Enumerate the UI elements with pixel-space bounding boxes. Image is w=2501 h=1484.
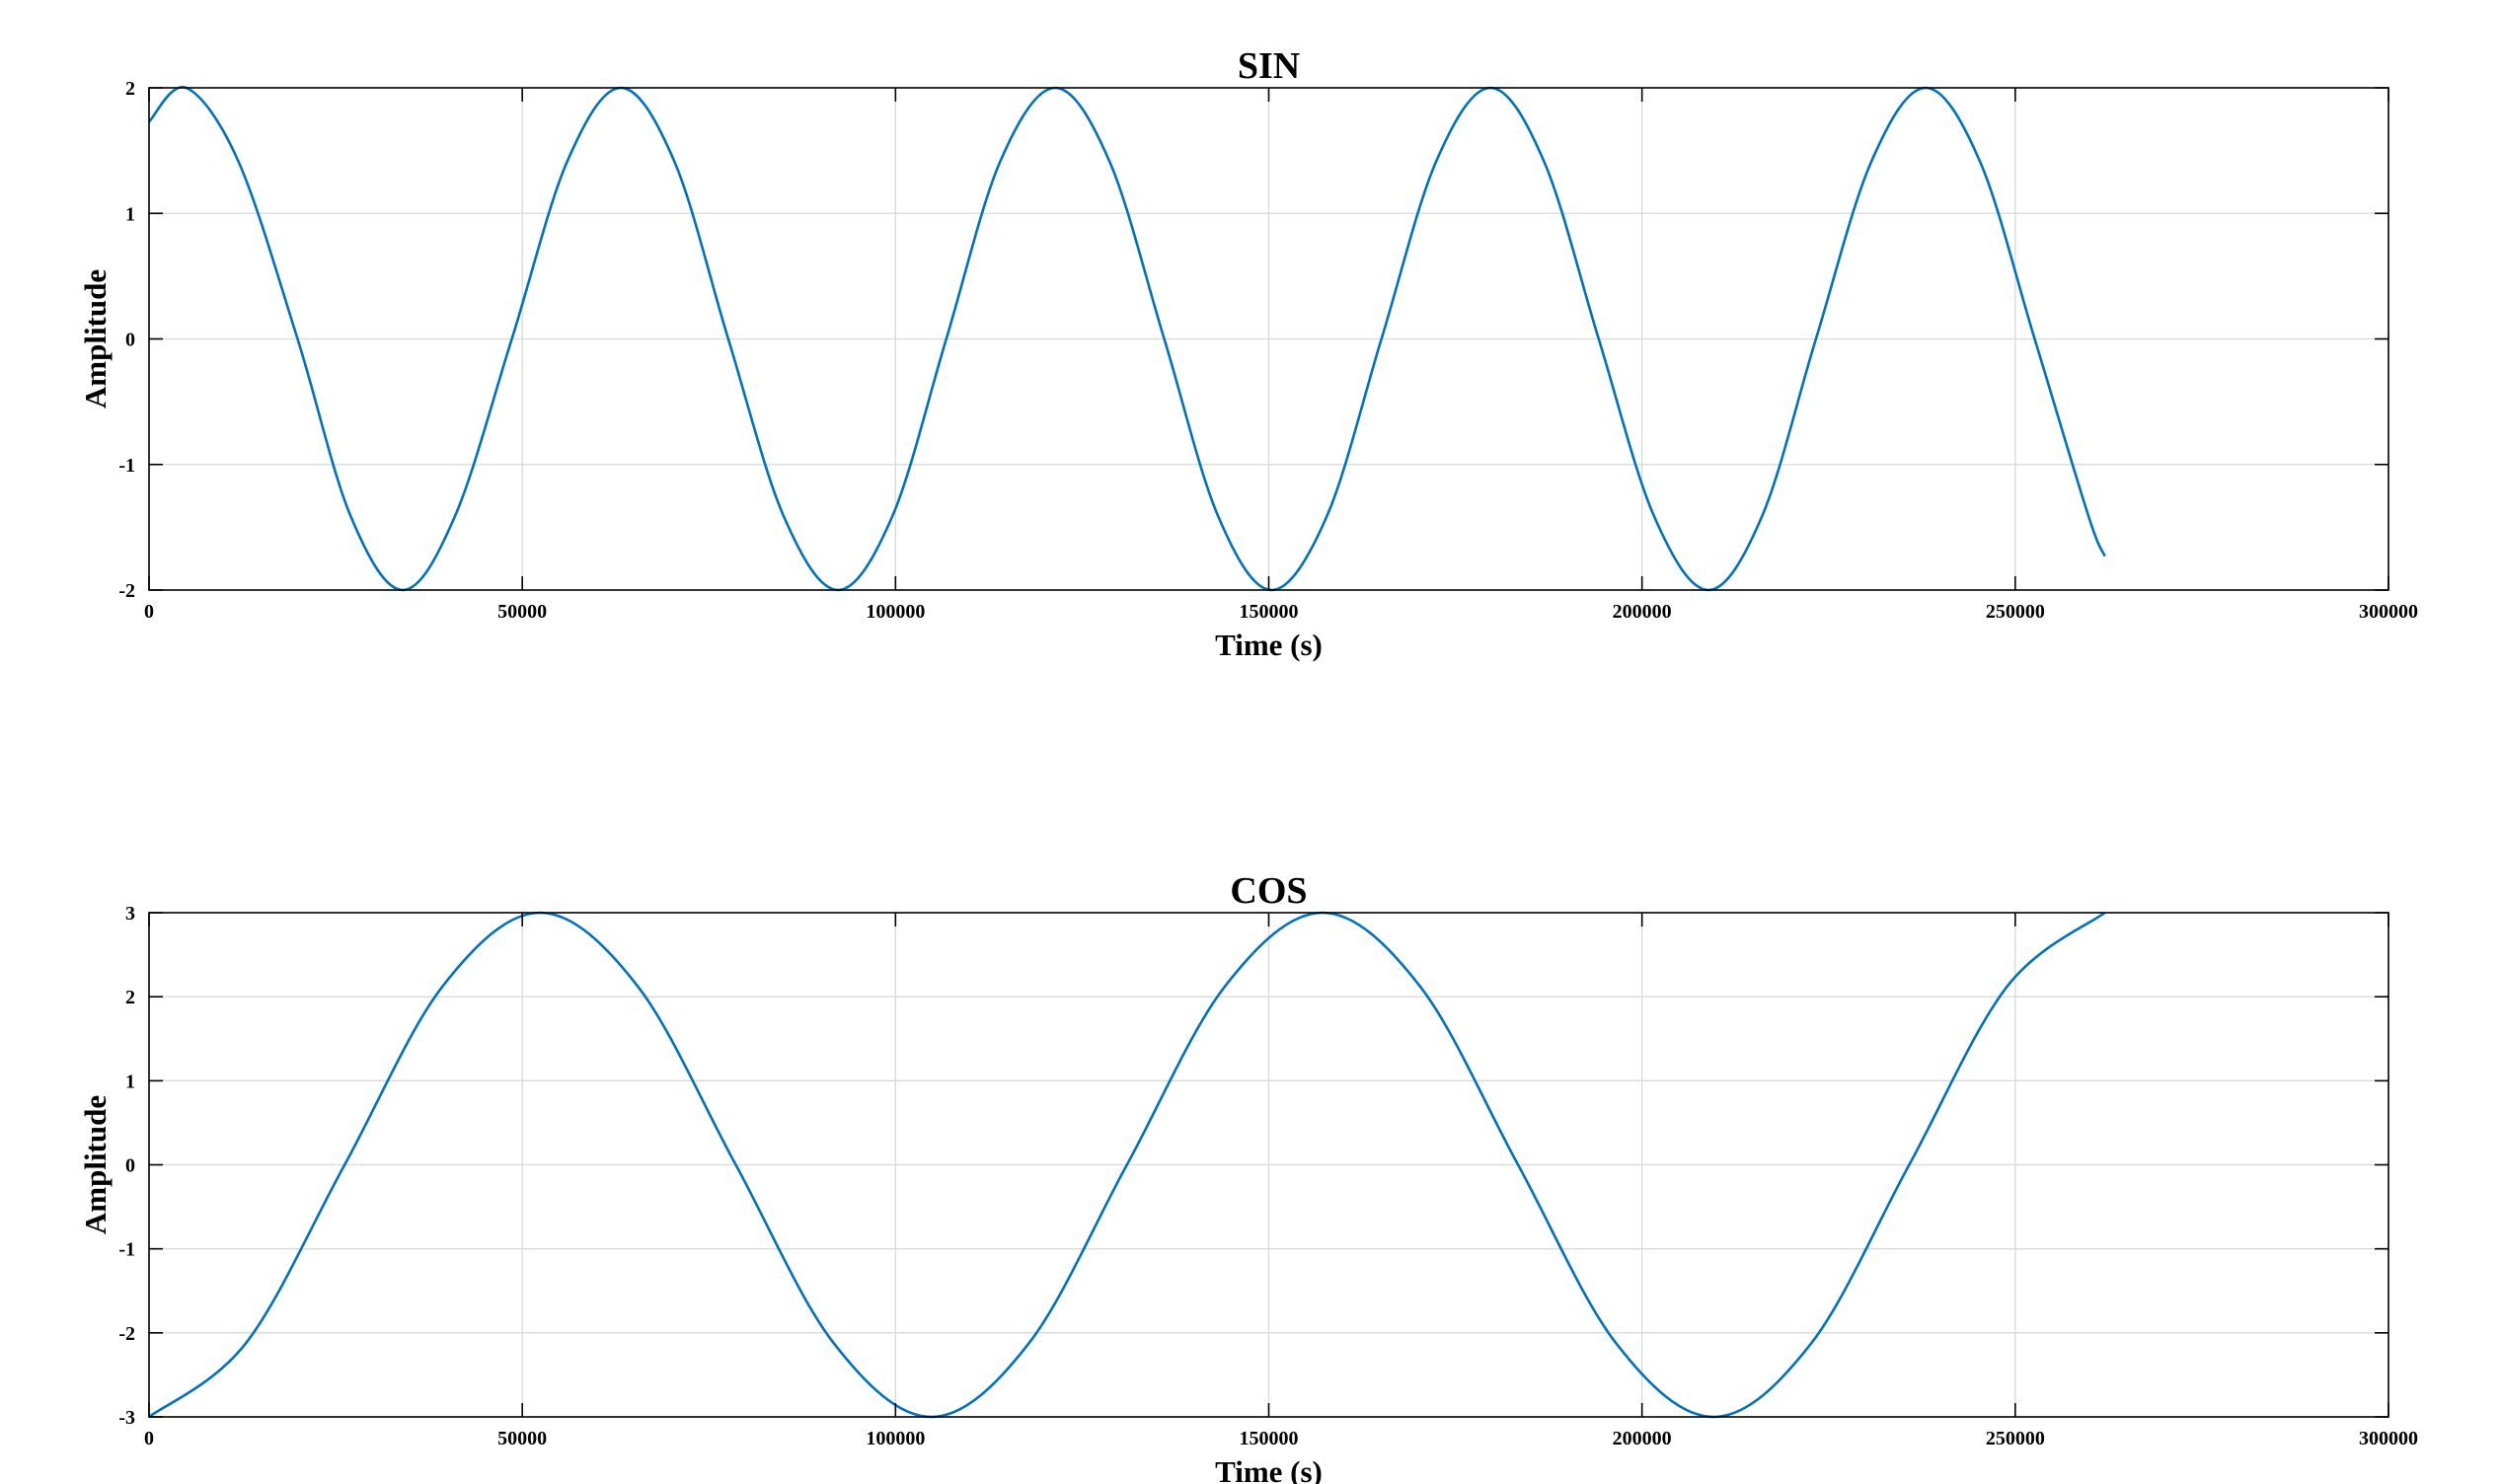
sin-x-tick-label: 200000 — [1613, 601, 1672, 623]
cos-y-tick-label: -1 — [118, 1239, 135, 1261]
sin-chart: 0 50000 100000 150000 200000 250000 300000 -2 -1… — [78, 45, 2418, 662]
cos-y-tick-label: -2 — [118, 1323, 135, 1345]
sin-x-tick-label: 100000 — [866, 601, 925, 623]
cos-chart-title: COS — [1230, 870, 1307, 912]
cos-x-tick-label: 250000 — [1986, 1428, 2045, 1449]
cos-x-tick-label: 150000 — [1240, 1428, 1299, 1449]
sin-x-tick-label: 300000 — [2359, 601, 2418, 623]
cos-y-tick-label: 2 — [125, 987, 135, 1008]
cos-grid — [149, 913, 2388, 1417]
cos-x-axis-label: Time (s) — [1215, 1454, 1323, 1484]
cos-x-tick-label: 200000 — [1613, 1428, 1672, 1449]
sin-x-tick-label: 250000 — [1986, 601, 2045, 623]
cos-y-tick-label: 1 — [125, 1071, 135, 1092]
sin-x-axis-label: Time (s) — [1215, 628, 1323, 662]
sin-y-tick-label: 2 — [125, 78, 135, 100]
cos-y-axis-label: Amplitude — [78, 1095, 113, 1234]
cos-x-tick-label: 300000 — [2359, 1428, 2418, 1449]
sin-x-tick-label: 50000 — [497, 601, 547, 623]
sin-y-tick-label: -2 — [118, 580, 135, 602]
sin-y-tick-label: -1 — [118, 455, 135, 477]
sin-y-axis-label: Amplitude — [78, 269, 113, 408]
cos-y-tick-label: 0 — [125, 1155, 135, 1177]
cos-chart: 0 50000 100000 150000 200000 250000 300000 -3 -2… — [78, 870, 2418, 1484]
cos-x-tick-label: 100000 — [866, 1428, 925, 1449]
sin-x-tick-label: 150000 — [1240, 601, 1299, 623]
cos-x-tick-label: 50000 — [497, 1428, 547, 1449]
sin-x-tick-label: 0 — [144, 601, 154, 623]
cos-x-tick-label: 0 — [144, 1428, 154, 1449]
sin-grid — [149, 88, 2388, 590]
sin-y-tick-label: 1 — [125, 203, 135, 225]
sin-chart-title: SIN — [1238, 45, 1300, 87]
sin-y-tick-label: 0 — [125, 330, 135, 351]
cos-series-line — [148, 911, 2106, 1419]
sin-series-line — [148, 85, 2106, 592]
cos-y-tick-label: -3 — [118, 1407, 135, 1429]
cos-y-tick-label: 3 — [125, 903, 135, 925]
